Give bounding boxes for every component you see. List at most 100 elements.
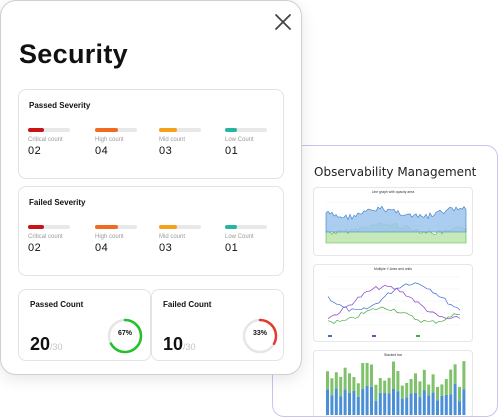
bar-segment-green [462, 361, 466, 390]
bar-segment-green [440, 384, 444, 396]
bar-segment-green [378, 378, 382, 393]
bar-segment-blue [427, 395, 431, 415]
bar-segment-blue [361, 389, 365, 415]
area-chart-title: Line graph with opacity area [371, 190, 415, 194]
bar-segment-blue [440, 395, 444, 415]
failed-mid-bar [159, 225, 177, 229]
close-icon[interactable] [273, 12, 293, 32]
passed-progress-ring: 67% [106, 317, 144, 355]
bar-segment-blue [374, 400, 378, 415]
failed-progress-ring: 33% [241, 317, 279, 355]
line-series-blue [327, 282, 461, 312]
passed-percent-label: 67% [117, 330, 132, 337]
failed-critical-label: Critical count [28, 234, 63, 240]
multi-axis-chart-title: Multiple Y-Axes and units [374, 267, 412, 271]
bar-segment-blue [462, 389, 466, 415]
bar-segment-blue [431, 392, 435, 415]
bar-segment-blue [356, 396, 360, 415]
bar-segment-blue [370, 386, 373, 415]
failed-count-value: 10/30 [163, 334, 196, 355]
bar-segment-green [396, 371, 400, 392]
bar-segment-green [356, 383, 360, 397]
area-chart-panel[interactable]: Line graph with opacity area [313, 187, 473, 256]
bar-segment-green [414, 373, 417, 393]
failed-critical-metric: Critical count 02 [28, 225, 88, 254]
passed-mid-metric: Mid count 03 [159, 128, 219, 157]
bar-segment-blue [339, 396, 343, 415]
failed-mid-value: 03 [159, 242, 173, 254]
bar-segment-blue [405, 397, 409, 415]
bar-segment-blue [422, 390, 426, 415]
passed-critical-metric: Critical count 02 [28, 128, 88, 157]
failed-high-value: 04 [95, 242, 109, 254]
passed-count-title: Passed Count [30, 300, 84, 309]
bar-segment-blue [352, 390, 356, 415]
failed-count-total: /30 [183, 342, 196, 352]
bar-segment-green [449, 369, 453, 395]
stacked-bar-chart [326, 361, 466, 415]
area-series-blue [325, 205, 467, 233]
passed-high-bar [95, 128, 119, 132]
bar-segment-blue [409, 393, 413, 415]
failed-count-card: Failed Count 10/30 33% [151, 289, 284, 361]
passed-high-label: High count [95, 137, 124, 143]
passed-count-total: /30 [50, 342, 63, 352]
line-series-green [327, 306, 461, 324]
bar-segment-green [436, 386, 439, 401]
failed-count-number: 10 [163, 334, 184, 354]
bar-segment-green [392, 361, 395, 389]
bar-segment-green [348, 373, 351, 393]
failed-critical-bar [28, 225, 44, 229]
bar-segment-blue [326, 389, 329, 415]
bar-segment-green [400, 385, 404, 399]
failed-low-value: 01 [225, 242, 239, 254]
failed-count-title: Failed Count [163, 300, 212, 309]
failed-critical-value: 02 [28, 242, 42, 254]
security-modal: Security Passed Severity Critical count … [0, 0, 302, 375]
passed-low-metric: Low Count 01 [225, 128, 285, 157]
passed-high-metric: High count 04 [95, 128, 155, 157]
failed-high-label: High count [95, 234, 124, 240]
bar-segment-blue [396, 391, 400, 415]
bar-segment-green [405, 382, 409, 398]
bar-segment-green [387, 377, 391, 394]
bar-segment-blue [348, 392, 351, 415]
failed-low-label: Low Count [225, 234, 254, 240]
multi-axis-chart [327, 276, 461, 337]
passed-high-value: 04 [95, 145, 109, 157]
page-title: Security [19, 39, 128, 69]
passed-severity-title: Passed Severity [29, 101, 91, 110]
bar-segment-blue [387, 393, 391, 415]
bar-segment-blue [444, 394, 448, 415]
multi-axis-chart-panel[interactable]: Multiple Y-Axes and units [313, 264, 473, 342]
passed-count-value: 20/30 [30, 334, 63, 355]
observability-card: Observability Management Line graph with… [272, 145, 498, 417]
passed-critical-bar [28, 128, 44, 132]
bar-segment-green [370, 364, 373, 387]
failed-low-metric: Low Count 01 [225, 225, 285, 254]
observability-title: Observability Management [314, 165, 477, 179]
bar-segment-green [383, 380, 387, 394]
bar-segment-blue [418, 397, 422, 415]
bar-segment-blue [400, 398, 404, 415]
failed-mid-label: Mid count [159, 234, 186, 240]
bar-segment-blue [365, 385, 369, 415]
bar-segment-blue [343, 389, 347, 415]
bar-segment-green [361, 363, 365, 390]
bar-segment-green [409, 378, 413, 394]
chart-legend [328, 335, 420, 337]
bar-segment-blue [334, 388, 338, 415]
failed-severity-title: Failed Severity [29, 198, 86, 207]
bar-segment-blue [378, 392, 382, 415]
passed-critical-label: Critical count [28, 137, 63, 143]
stacked-bar-panel[interactable]: Stacked bar [313, 350, 473, 416]
bar-segment-green [334, 372, 338, 389]
failed-percent-label: 33% [252, 330, 267, 337]
failed-severity-panel: Failed Severity Critical count 02 High c… [18, 186, 284, 276]
bar-segment-blue [383, 393, 387, 415]
bar-segment-green [352, 377, 356, 391]
stacked-bar-title: Stacked bar [383, 353, 403, 357]
bar-segment-green [330, 378, 334, 396]
bar-segment-green [444, 379, 448, 395]
bar-segment-green [431, 374, 435, 393]
